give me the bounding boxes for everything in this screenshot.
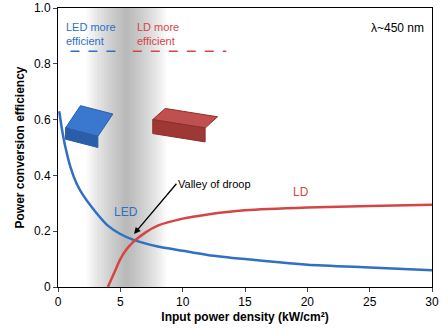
svg-text:0: 0 (44, 280, 51, 294)
svg-text:Valley of droop: Valley of droop (178, 178, 251, 190)
svg-text:Power conversion efficiency: Power conversion efficiency (13, 66, 27, 228)
svg-text:1.0: 1.0 (34, 1, 51, 15)
svg-text:0.4: 0.4 (34, 169, 51, 183)
svg-text:LED: LED (114, 205, 138, 219)
svg-text:LED moreefficient: LED moreefficient (66, 21, 116, 47)
svg-text:25: 25 (363, 295, 377, 309)
svg-text:LD: LD (293, 185, 309, 199)
svg-text:0.6: 0.6 (34, 113, 51, 127)
svg-text:0.2: 0.2 (34, 224, 51, 238)
svg-text:Input power density (kW/cm²): Input power density (kW/cm²) (161, 310, 328, 324)
svg-text:10: 10 (176, 295, 190, 309)
svg-text:15: 15 (238, 295, 252, 309)
svg-text:0: 0 (55, 295, 62, 309)
svg-text:λ~450 nm: λ~450 nm (371, 21, 424, 35)
svg-text:20: 20 (301, 295, 315, 309)
svg-text:5: 5 (117, 295, 124, 309)
svg-text:LD moreefficient: LD moreefficient (137, 21, 179, 47)
svg-text:0.8: 0.8 (34, 57, 51, 71)
svg-text:30: 30 (425, 295, 439, 309)
